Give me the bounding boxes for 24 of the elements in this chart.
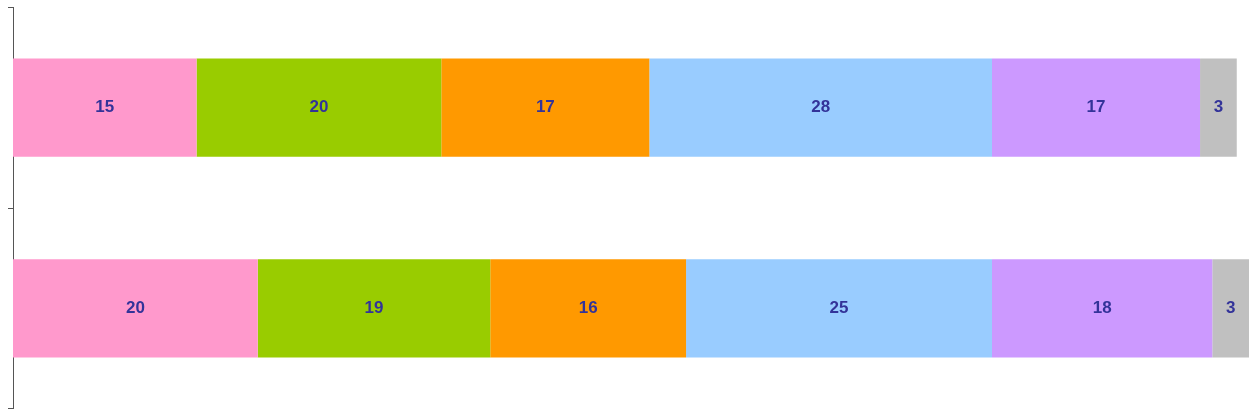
bar — [686, 259, 993, 358]
bar — [490, 259, 687, 358]
data-label: 20 — [309, 97, 329, 117]
data-label: 28 — [811, 97, 831, 117]
data-label: 3 — [1225, 298, 1236, 318]
bar — [992, 259, 1213, 358]
data-label: 16 — [578, 298, 598, 318]
data-label: 17 — [535, 97, 555, 117]
bar — [13, 58, 197, 157]
data-label: 15 — [95, 97, 115, 117]
data-label: 18 — [1092, 298, 1112, 318]
bar — [441, 58, 650, 157]
data-label: 25 — [829, 298, 849, 318]
bar — [1200, 58, 1237, 157]
bar — [13, 259, 258, 358]
data-label: 20 — [125, 298, 145, 318]
bar — [1212, 259, 1249, 358]
data-label: 17 — [1086, 97, 1106, 117]
bar — [992, 58, 1201, 157]
data-label: 19 — [364, 298, 384, 318]
bar — [257, 259, 491, 358]
bar — [196, 58, 442, 157]
data-label: 3 — [1213, 97, 1224, 117]
bar — [649, 58, 993, 157]
